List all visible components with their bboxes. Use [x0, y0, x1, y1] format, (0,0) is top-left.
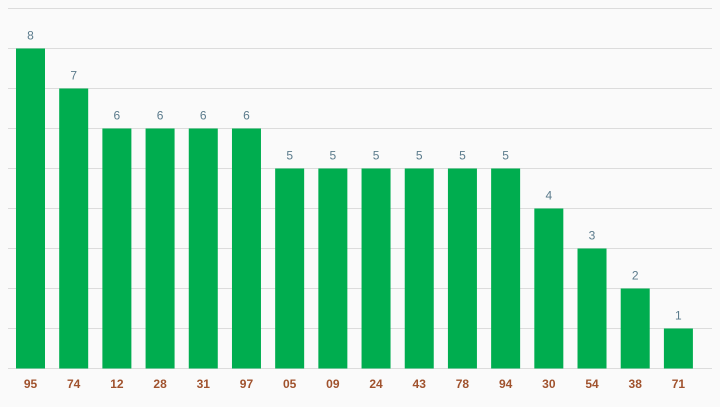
value-label: 3	[589, 229, 596, 243]
value-label: 7	[70, 69, 77, 83]
x-tick-label: 43	[413, 377, 427, 391]
x-tick-label: 05	[283, 377, 297, 391]
bar	[59, 88, 89, 369]
x-tick-label: 28	[153, 377, 167, 391]
bar	[447, 168, 477, 369]
x-tick-label: 31	[197, 377, 211, 391]
bar	[620, 288, 650, 369]
x-tick-label: 12	[110, 377, 124, 391]
x-tick-label: 97	[240, 377, 254, 391]
value-label: 1	[675, 309, 682, 323]
bar	[534, 208, 564, 369]
x-tick-label: 71	[672, 377, 686, 391]
x-tick-label: 94	[499, 377, 513, 391]
value-label: 5	[330, 149, 337, 163]
value-label: 5	[459, 149, 466, 163]
bar	[318, 168, 348, 369]
bar	[275, 168, 305, 369]
bar	[231, 128, 261, 369]
value-label: 5	[416, 149, 423, 163]
x-tick-label: 24	[369, 377, 383, 391]
value-label: 6	[157, 109, 164, 123]
value-label: 5	[286, 149, 293, 163]
bar	[491, 168, 521, 369]
bar	[145, 128, 175, 369]
value-label: 8	[27, 29, 34, 43]
value-label: 4	[545, 189, 552, 203]
bar	[102, 128, 132, 369]
x-tick-label: 09	[326, 377, 340, 391]
bar	[361, 168, 391, 369]
x-tick-label: 78	[456, 377, 470, 391]
value-label: 6	[114, 109, 121, 123]
value-label: 2	[632, 269, 639, 283]
x-tick-label: 95	[24, 377, 38, 391]
bar	[577, 248, 607, 369]
value-label: 5	[502, 149, 509, 163]
bar	[663, 328, 693, 369]
value-label: 6	[200, 109, 207, 123]
x-tick-label: 30	[542, 377, 556, 391]
x-tick-label: 54	[585, 377, 599, 391]
bar	[188, 128, 218, 369]
bar	[15, 48, 45, 369]
x-tick-label: 38	[629, 377, 643, 391]
bar	[404, 168, 434, 369]
value-label: 5	[373, 149, 380, 163]
value-label: 6	[243, 109, 250, 123]
x-tick-label: 74	[67, 377, 81, 391]
